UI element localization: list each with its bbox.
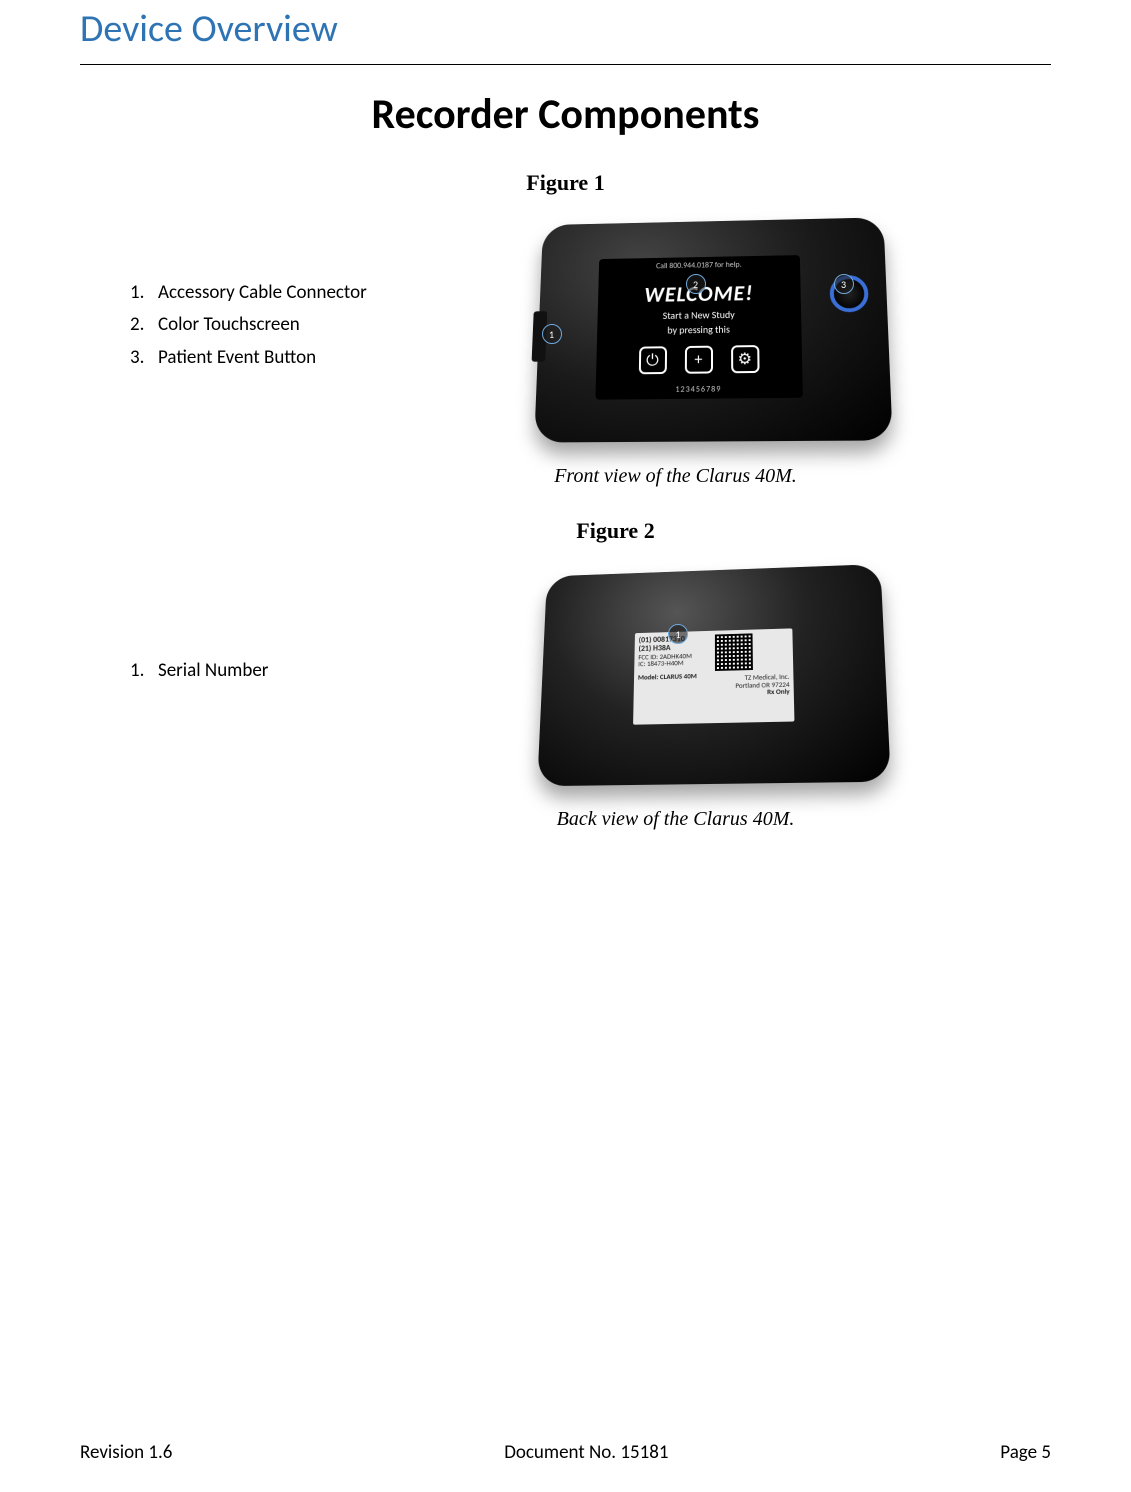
screen-top-text: Call 800.944.0187 for help. <box>655 260 741 271</box>
marker-1: 1 <box>542 324 562 344</box>
marker-3: 3 <box>834 274 854 294</box>
figure-2-caption: Back view of the Clarus 40M. <box>80 808 1051 831</box>
screen-line2: by pressing this <box>667 323 730 337</box>
plus-icon: + <box>684 346 712 374</box>
footer-revision: Revision 1.6 <box>80 1441 172 1464</box>
callout-text: Patient Event Button <box>158 345 316 372</box>
callout-item: 1.Serial Number <box>130 658 370 685</box>
figure-1-caption: Front view of the Clarus 40M. <box>80 465 1051 488</box>
callout-num: 3. <box>130 345 158 372</box>
main-heading: Recorder Components <box>80 89 1051 140</box>
callout-item: 1.Accessory Cable Connector <box>130 280 370 307</box>
callout-item: 2.Color Touchscreen <box>130 312 370 339</box>
callout-num: 1. <box>130 280 158 307</box>
figure-2-image: (01) 00817310 (21) H38A FCC ID: 2ADHK40M… <box>370 564 1051 784</box>
figure-2-callouts: 1.Serial Number <box>80 658 370 691</box>
callout-item: 3.Patient Event Button <box>130 345 370 372</box>
device-front-body: Call 800.944.0187 for help. WELCOME! Sta… <box>534 217 893 442</box>
gear-icon: ⚙ <box>730 345 759 373</box>
label-line: IC: 18473-H40M <box>638 659 711 668</box>
label-line: Rx Only <box>767 688 790 696</box>
callout-text: Color Touchscreen <box>158 312 300 339</box>
screen-line1: Start a New Study <box>662 308 734 322</box>
section-title: Device Overview <box>80 0 1051 65</box>
screen-serial: 123456789 <box>675 384 721 395</box>
figure-1-callouts: 1.Accessory Cable Connector 2.Color Touc… <box>80 280 370 378</box>
label-line: Model: CLARUS 40M <box>638 672 711 681</box>
figure-2-row: 1.Serial Number (01) 00817310 (21) H38A … <box>80 564 1051 784</box>
figure-1-row: 1.Accessory Cable Connector 2.Color Touc… <box>80 216 1051 441</box>
figure-2-label: Figure 2 <box>80 518 1051 544</box>
qr-code <box>715 633 753 671</box>
figure-1-image: Call 800.944.0187 for help. WELCOME! Sta… <box>370 216 1051 441</box>
footer-docno: Document No. 15181 <box>504 1441 668 1464</box>
callout-text: Accessory Cable Connector <box>158 280 367 307</box>
callout-num: 1. <box>130 658 158 685</box>
callout-text: Serial Number <box>158 658 268 685</box>
label-plate: (01) 00817310 (21) H38A FCC ID: 2ADHK40M… <box>633 628 794 724</box>
marker-1-back: 1 <box>668 624 688 644</box>
page-footer: Revision 1.6 Document No. 15181 Page 5 <box>80 1441 1051 1464</box>
figure-1-label: Figure 1 <box>80 170 1051 196</box>
power-icon: ⏻ <box>638 346 666 374</box>
device-back-body: (01) 00817310 (21) H38A FCC ID: 2ADHK40M… <box>537 564 891 786</box>
footer-page: Page 5 <box>1000 1441 1051 1464</box>
callout-num: 2. <box>130 312 158 339</box>
marker-2: 2 <box>686 274 706 294</box>
